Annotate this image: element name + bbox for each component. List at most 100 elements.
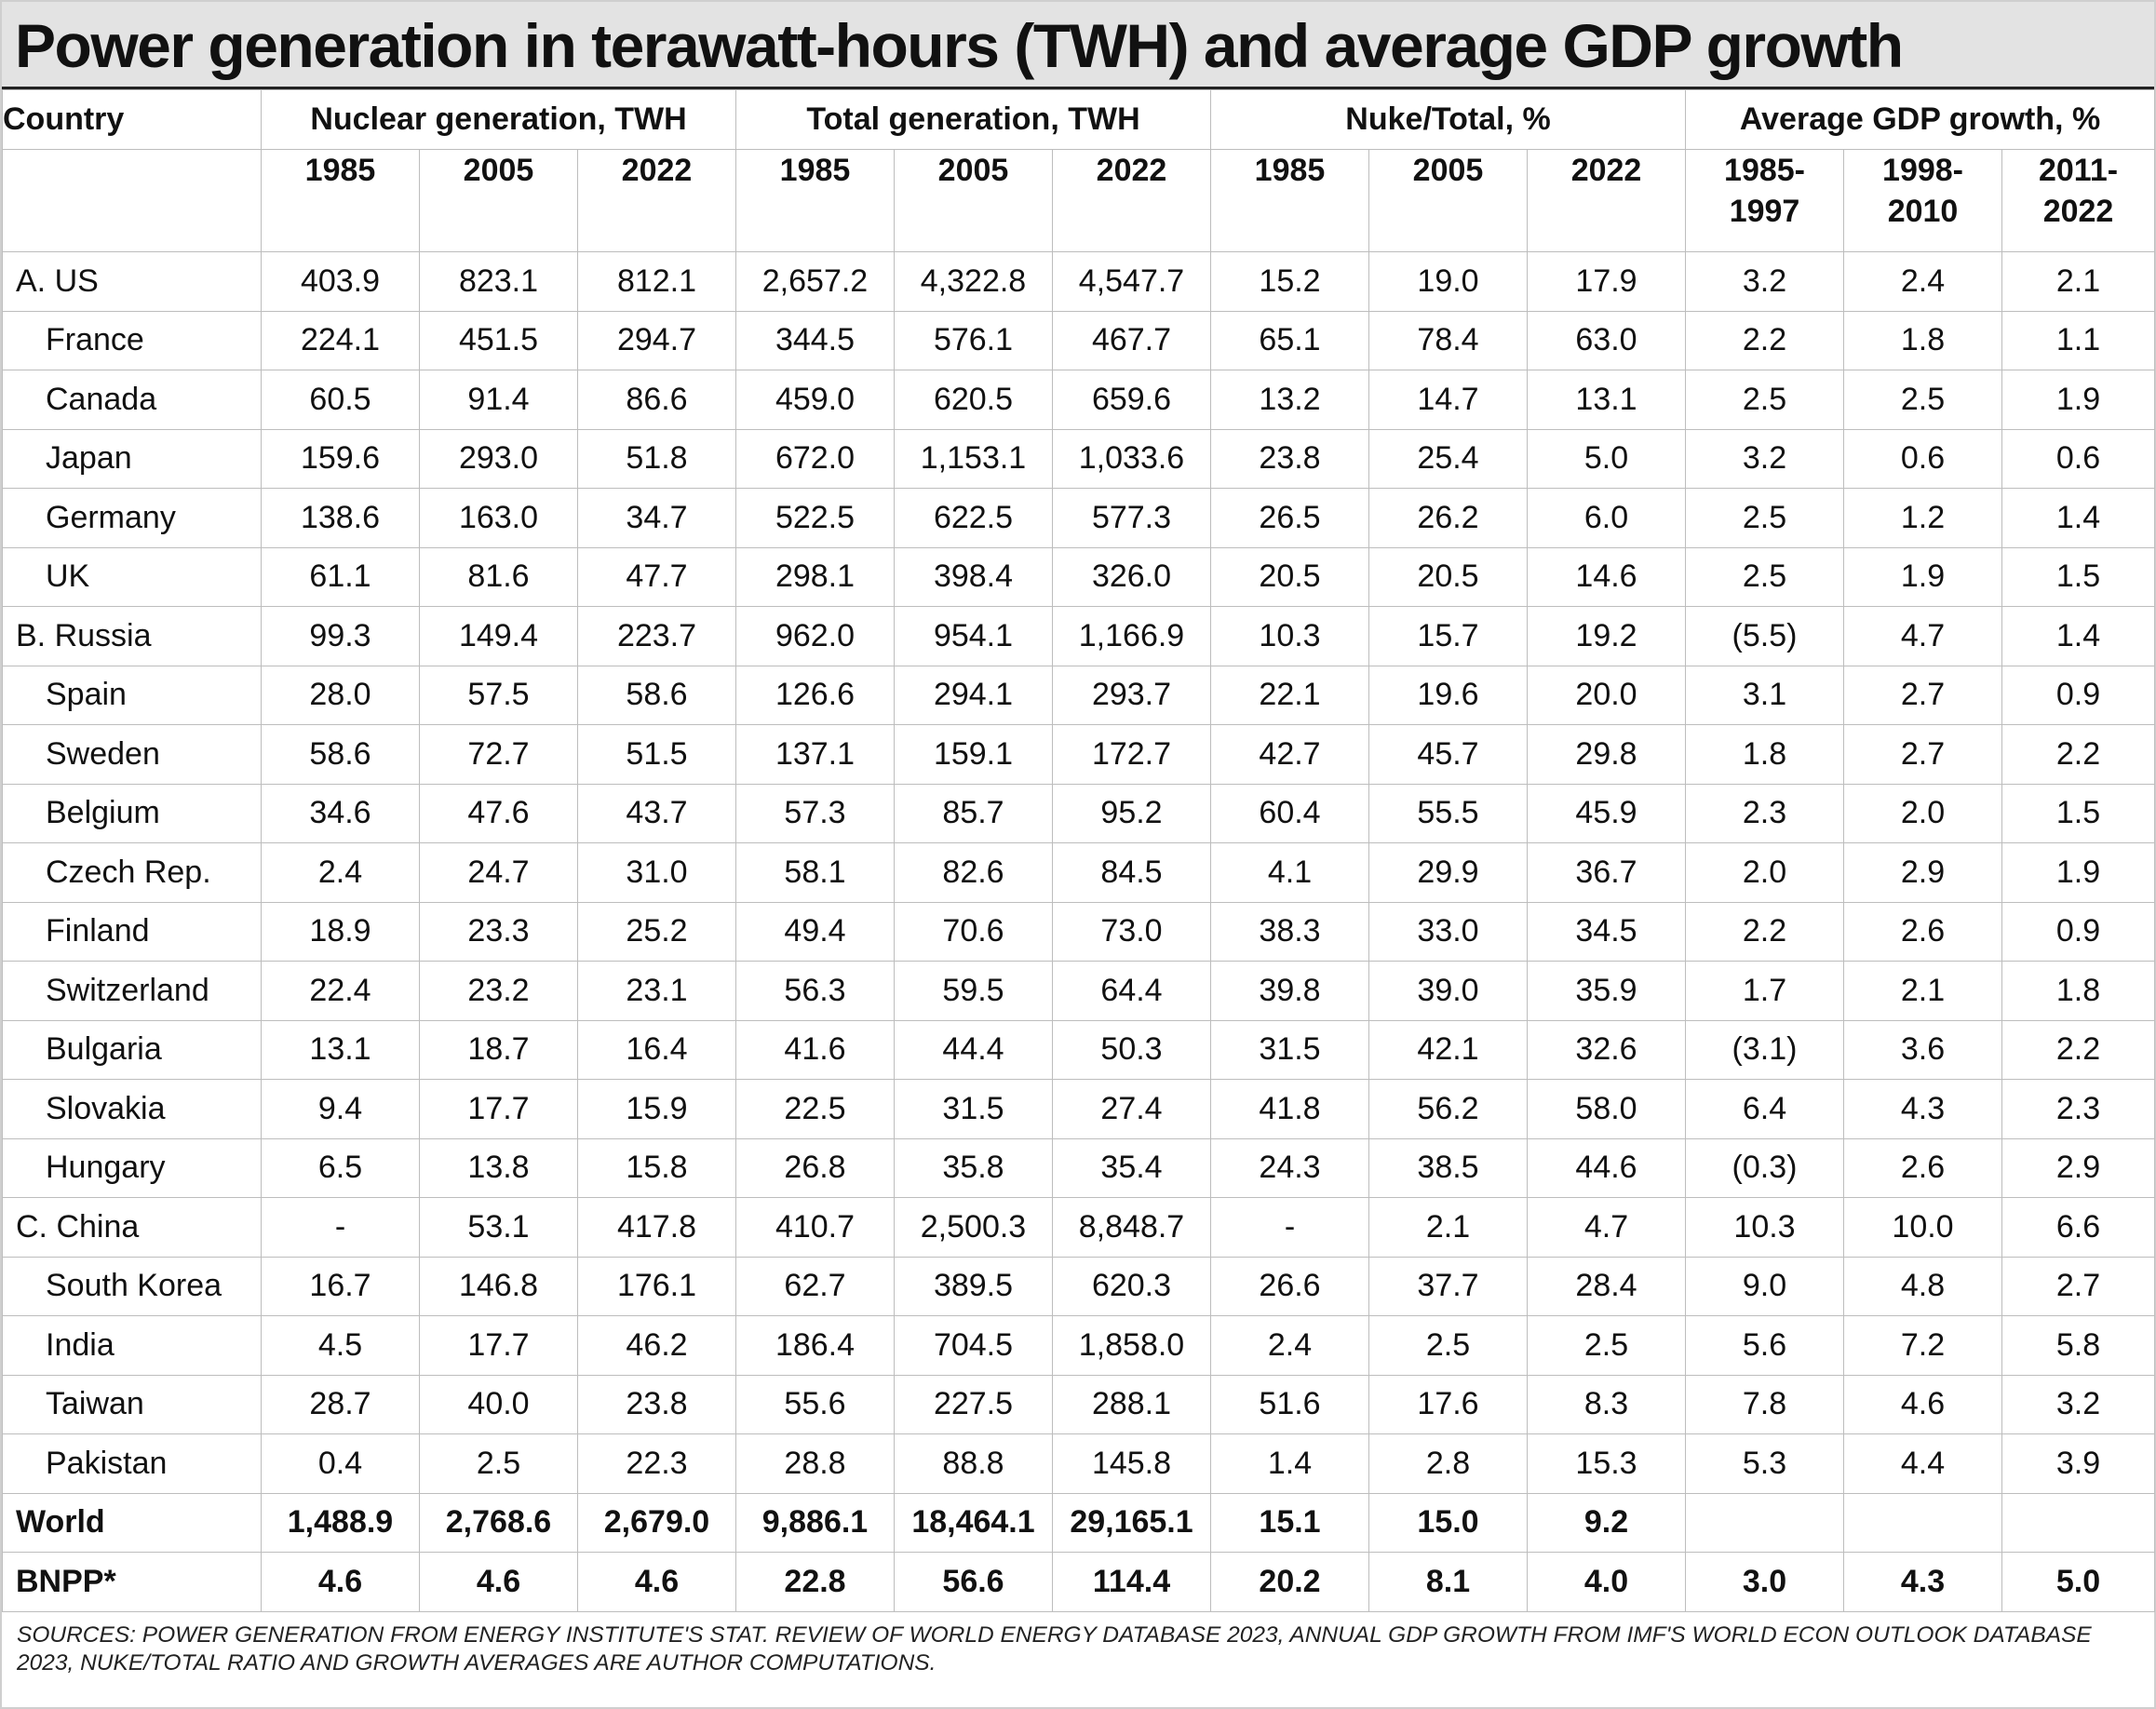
value-cell: 91.4 (419, 370, 578, 430)
value-cell: 3.9 (2001, 1433, 2156, 1494)
value-cell: 2.5 (1685, 370, 1845, 430)
value-cell: 86.6 (577, 370, 736, 430)
value-cell: 4,547.7 (1052, 251, 1211, 312)
value-cell: 145.8 (1052, 1433, 1211, 1494)
value-cell: 1.8 (2001, 961, 2156, 1021)
value-cell: 2.2 (2001, 1019, 2156, 1080)
value-cell: 410.7 (735, 1197, 895, 1258)
value-cell: 4.6 (1843, 1374, 2003, 1434)
table-row: India 4.5 17.7 46.2 186.4 704.5 1,858.0 2.4 2.5 2… (2, 1315, 2156, 1376)
group-header-gdp: Average GDP growth, % (1685, 89, 2156, 150)
value-cell: 294.7 (577, 310, 736, 370)
table-row: BNPP* 4.6 4.6 4.6 22.8 56.6 114.4 20.2 8.1 4.0 3.0… (2, 1552, 2156, 1612)
value-cell: 15.0 (1368, 1492, 1528, 1553)
value-cell: 23.1 (577, 961, 736, 1021)
value-cell: 34.7 (577, 488, 736, 548)
value-cell (2001, 1492, 2156, 1553)
value-cell: 47.7 (577, 546, 736, 607)
value-cell: 35.8 (894, 1137, 1053, 1198)
value-cell: 31.0 (577, 842, 736, 903)
value-cell: 85.7 (894, 783, 1053, 843)
value-cell: 41.6 (735, 1019, 895, 1080)
value-cell: 0.9 (2001, 901, 2156, 962)
value-cell: 62.7 (735, 1256, 895, 1316)
value-cell: 1.4 (2001, 606, 2156, 666)
value-cell: 15.1 (1210, 1492, 1369, 1553)
table-row: Hungary 6.5 13.8 15.8 26.8 35.8 35.4 24.3 38.5 44… (2, 1137, 2156, 1198)
value-cell: 576.1 (894, 310, 1053, 370)
value-cell: 43.7 (577, 783, 736, 843)
value-cell: 64.4 (1052, 961, 1211, 1021)
value-cell: 1,488.9 (261, 1492, 420, 1553)
value-cell: 44.6 (1526, 1137, 1687, 1198)
group-header-nuclear: Nuclear generation, TWH (261, 89, 736, 150)
value-cell: 522.5 (735, 488, 895, 548)
data-table: Country Nuclear generation, TWH Total ge… (2, 89, 2156, 1612)
period-header-start: 1998- (1882, 153, 1963, 188)
value-cell: 620.3 (1052, 1256, 1211, 1316)
value-cell: 2.5 (1843, 370, 2003, 430)
value-cell: 6.4 (1685, 1079, 1845, 1139)
value-cell: 4.8 (1843, 1256, 2003, 1316)
value-cell: 137.1 (735, 724, 895, 785)
value-cell: 2.0 (1685, 842, 1845, 903)
value-cell: 5.6 (1685, 1315, 1845, 1376)
value-cell: 29,165.1 (1052, 1492, 1211, 1553)
value-cell: 15.2 (1210, 251, 1369, 312)
value-cell: 57.5 (419, 665, 578, 725)
table-row: Switzerland 22.4 23.2 23.1 56.3 59.5 64.4 39.8 3… (2, 961, 2156, 1021)
value-cell: 2.7 (1843, 724, 2003, 785)
value-cell: 1.4 (1210, 1433, 1369, 1494)
value-cell: 5.8 (2001, 1315, 2156, 1376)
value-cell: 13.2 (1210, 370, 1369, 430)
value-cell: 4.0 (1526, 1552, 1687, 1612)
value-cell: 9.0 (1685, 1256, 1845, 1316)
value-cell: 7.2 (1843, 1315, 2003, 1376)
value-cell: 42.1 (1368, 1019, 1528, 1080)
table-row: Spain 28.0 57.5 58.6 126.6 294.1 293.7 22.1 19.6… (2, 665, 2156, 725)
value-cell: 41.8 (1210, 1079, 1369, 1139)
value-cell: 812.1 (577, 251, 736, 312)
table-row: C. China -53.1 417.8 410.7 2,500.3 8,848.7-2.… (2, 1197, 2156, 1258)
value-cell: 1.5 (2001, 783, 2156, 843)
value-cell: 1,153.1 (894, 428, 1053, 489)
value-cell: 50.3 (1052, 1019, 1211, 1080)
value-cell: 18.7 (419, 1019, 578, 1080)
value-cell: 95.2 (1052, 783, 1211, 843)
country-cell: BNPP* (2, 1552, 262, 1612)
value-cell: 31.5 (894, 1079, 1053, 1139)
title-bar: Power generation in terawatt-hours (TWH)… (2, 2, 2154, 89)
value-cell: 224.1 (261, 310, 420, 370)
value-cell: 2.9 (2001, 1137, 2156, 1198)
value-cell: 26.5 (1210, 488, 1369, 548)
table-row: Germany 138.6 163.0 34.7 522.5 622.5 577.3 26.5… (2, 488, 2156, 548)
country-cell: Switzerland (2, 961, 262, 1021)
year-header: 2022 (1526, 149, 1687, 252)
country-cell: Bulgaria (2, 1019, 262, 1080)
table-row: Canada 60.5 91.4 86.6 459.0 620.5 659.6 13.2 14.… (2, 370, 2156, 430)
value-cell: 20.5 (1368, 546, 1528, 607)
value-cell: 7.8 (1685, 1374, 1845, 1434)
value-cell: 2.5 (419, 1433, 578, 1494)
value-cell: 15.3 (1526, 1433, 1687, 1494)
value-cell: 56.3 (735, 961, 895, 1021)
value-cell: 8.1 (1368, 1552, 1528, 1612)
value-cell: 25.4 (1368, 428, 1528, 489)
value-cell: 51.5 (577, 724, 736, 785)
value-cell: 293.7 (1052, 665, 1211, 725)
country-cell: Taiwan (2, 1374, 262, 1434)
value-cell: 16.4 (577, 1019, 736, 1080)
value-cell: 35.9 (1526, 961, 1687, 1021)
value-cell: 114.4 (1052, 1552, 1211, 1612)
value-cell: 53.1 (419, 1197, 578, 1258)
country-cell: Slovakia (2, 1079, 262, 1139)
value-cell: 146.8 (419, 1256, 578, 1316)
value-cell: 47.6 (419, 783, 578, 843)
value-cell: 4.6 (419, 1552, 578, 1612)
value-cell: 27.4 (1052, 1079, 1211, 1139)
value-cell: 13.1 (1526, 370, 1687, 430)
value-cell: 19.6 (1368, 665, 1528, 725)
country-cell: Finland (2, 901, 262, 962)
value-cell: 2.1 (2001, 251, 2156, 312)
value-cell: 2.5 (1685, 488, 1845, 548)
